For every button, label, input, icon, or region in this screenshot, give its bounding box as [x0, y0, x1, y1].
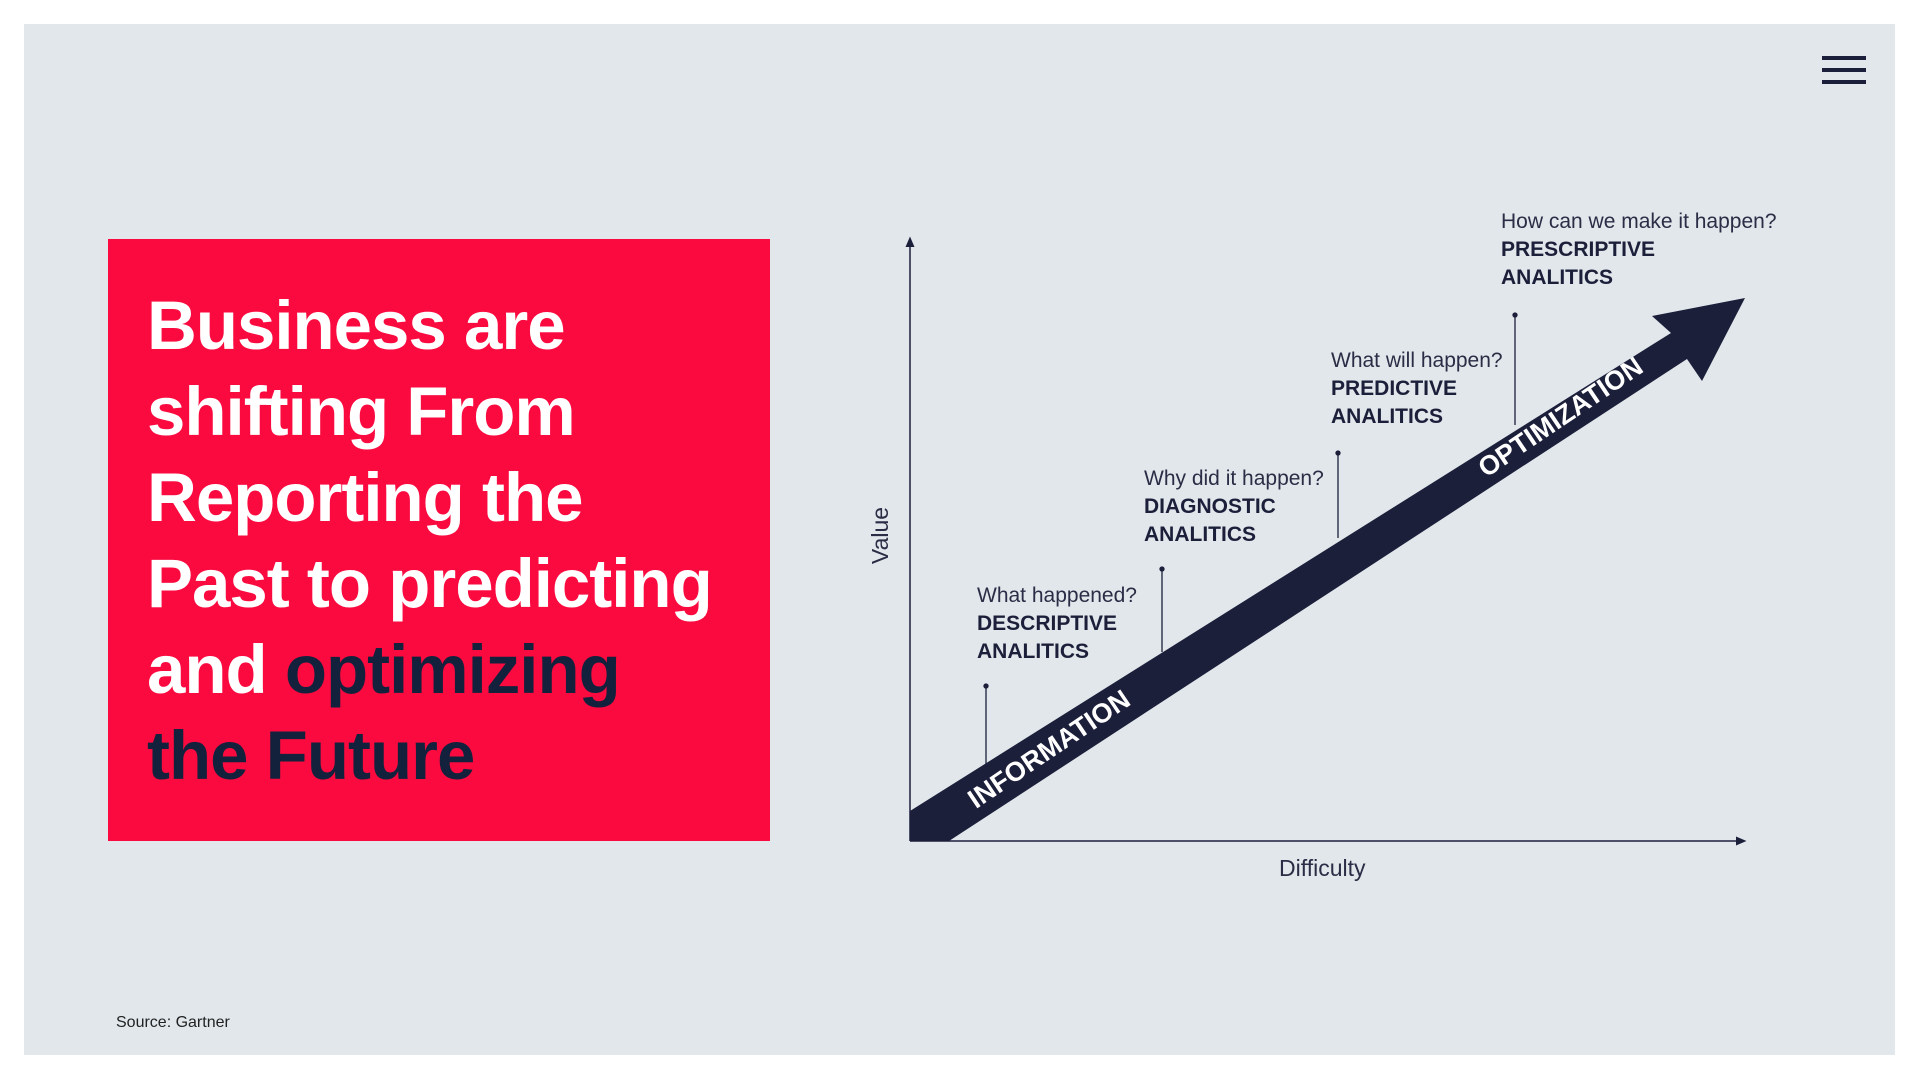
menu-icon-bar — [1822, 80, 1866, 84]
source-note: Source: Gartner — [116, 1014, 230, 1031]
stage-name: ANALITICS — [1144, 523, 1256, 546]
headline-line: shifting From — [147, 369, 712, 455]
stage-question: Why did it happen? — [1144, 467, 1324, 490]
headline-box — [108, 239, 770, 841]
stage-question: How can we make it happen? — [1501, 210, 1777, 233]
stage-name: DIAGNOSTIC — [1144, 495, 1276, 518]
stage-name: DESCRIPTIVE — [977, 612, 1118, 635]
stage-name: PRESCRIPTIVE — [1501, 238, 1656, 261]
headline-line: the Future — [147, 713, 712, 799]
stage-name: ANALITICS — [1501, 266, 1613, 289]
headline-line: Past to predicting — [147, 541, 713, 627]
headline-highlight: the Future — [147, 717, 475, 794]
stage-name: ANALITICS — [1331, 405, 1443, 428]
stage-name: ANALITICS — [977, 640, 1089, 663]
headline-text: and — [147, 631, 285, 708]
stage-diagnostic: Why did it happen? DIAGNOSTIC ANALITICS — [1144, 465, 1324, 549]
stage-prescriptive: How can we make it happen? PRESCRIPTIVE … — [1501, 208, 1777, 292]
headline-line: and optimizing — [147, 627, 712, 713]
headline-text: Reporting the — [147, 459, 583, 536]
hamburger-menu-button[interactable] — [1820, 52, 1868, 88]
headline-title: Business are shifting From Reporting the Pa… — [147, 283, 713, 799]
headline-text: shifting From — [147, 373, 576, 450]
y-axis-label: Value — [867, 506, 894, 565]
growth-arrow — [910, 298, 1745, 841]
stage-question: What will happen? — [1331, 349, 1503, 372]
stage-question: What happened? — [977, 584, 1137, 607]
x-axis-label: Difficulty — [1279, 855, 1366, 881]
leader-lines — [983, 312, 1518, 770]
headline-text: Past to predicting — [147, 545, 713, 622]
menu-icon-bar — [1822, 56, 1866, 60]
menu-icon-bar — [1822, 68, 1866, 72]
stage-descriptive: What happened? DESCRIPTIVE ANALITICS — [977, 582, 1137, 666]
headline-line: Business are — [147, 283, 712, 369]
stage-predictive: What will happen? PREDICTIVE ANALITICS — [1331, 347, 1503, 431]
headline-line: Reporting the — [147, 455, 712, 541]
headline-highlight: optimizing — [284, 631, 621, 708]
stage-name: PREDICTIVE — [1331, 377, 1458, 400]
headline-text: Business are — [147, 287, 566, 364]
